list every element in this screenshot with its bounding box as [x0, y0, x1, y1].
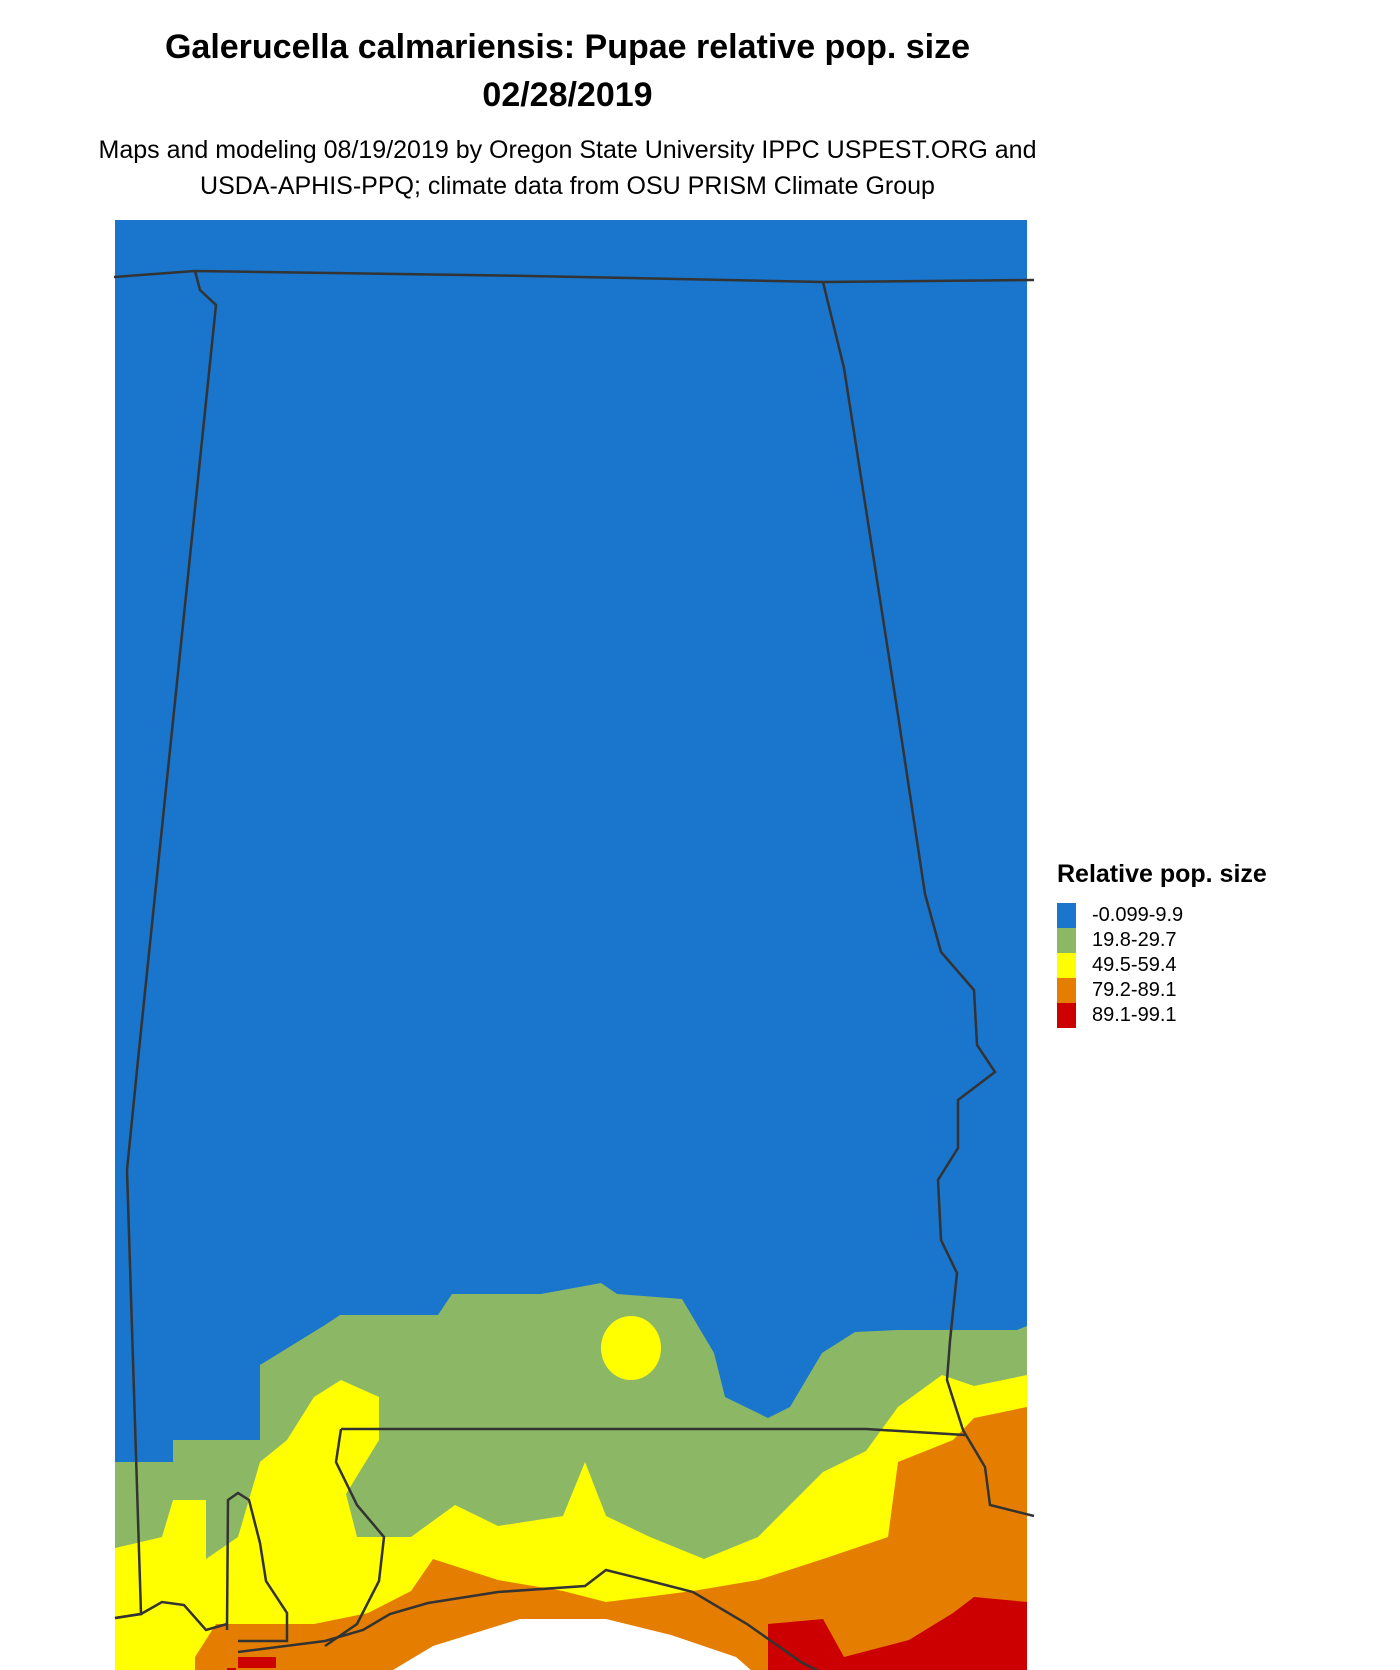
zone-red-patch — [227, 1668, 236, 1670]
legend: Relative pop. size -0.099-9.9 19.8-29.7 … — [1057, 860, 1267, 1028]
legend-label: 19.8-29.7 — [1092, 929, 1177, 951]
legend-item: -0.099-9.9 — [1057, 903, 1267, 928]
legend-label: 49.5-59.4 — [1092, 954, 1177, 976]
legend-item: 19.8-29.7 — [1057, 928, 1267, 953]
zone-red — [768, 1597, 1027, 1670]
florida-west-border — [324, 1428, 386, 1648]
zone-yellow-patch — [601, 1316, 661, 1380]
legend-label: -0.099-9.9 — [1092, 904, 1184, 926]
legend-label: 79.2-89.1 — [1092, 979, 1177, 1001]
legend-title: Relative pop. size — [1057, 860, 1267, 888]
legend-item: 79.2-89.1 — [1057, 978, 1267, 1003]
map-date: 02/28/2019 — [482, 76, 653, 114]
subtitle-line-1: Maps and modeling 08/19/2019 by Oregon S… — [98, 136, 1037, 164]
state-borders — [113, 269, 1035, 1670]
zone-red-patch — [238, 1657, 276, 1668]
legend-item: 49.5-59.4 — [1057, 953, 1267, 978]
legend-item: 89.1-99.1 — [1057, 1003, 1267, 1028]
legend-label: 89.1-99.1 — [1092, 1004, 1177, 1026]
legend-swatch — [1057, 978, 1076, 1003]
mobile-bay — [225, 1491, 289, 1643]
legend-swatch — [1057, 953, 1076, 978]
northern-border — [113, 269, 1035, 284]
map-title: Galerucella calmariensis: Pupae relative… — [164, 28, 971, 66]
gulf-water — [393, 1619, 751, 1670]
coastline — [237, 1568, 820, 1670]
subtitle-line-2: USDA-APHIS-PPQ; climate data from OSU PR… — [200, 172, 935, 200]
zone-orange — [195, 1407, 1027, 1670]
florida-border — [341, 1427, 966, 1437]
west-coastline — [114, 1600, 228, 1632]
legend-swatch — [1057, 903, 1076, 928]
legend-swatch — [1057, 1003, 1076, 1028]
eastern-border — [821, 281, 1035, 1518]
legend-swatch — [1057, 928, 1076, 953]
